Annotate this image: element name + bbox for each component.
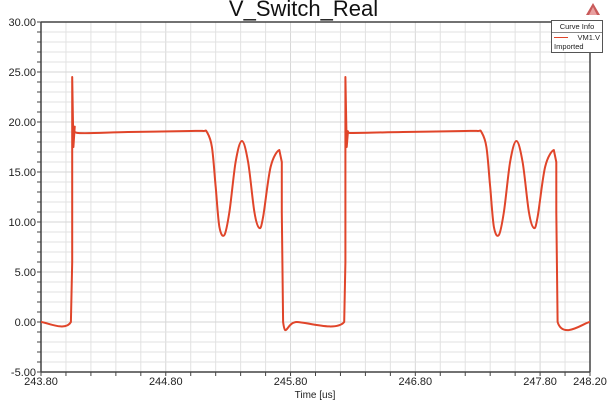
- series-vm1-v: [40, 76, 591, 332]
- axes: [40, 21, 591, 373]
- legend-subtitle: Imported: [554, 42, 584, 51]
- app-logo-icon: [586, 3, 600, 15]
- svg-text:-5.00: -5.00: [11, 367, 36, 379]
- legend-entry-label: VM1.V: [577, 33, 600, 42]
- svg-text:30.00: 30.00: [8, 17, 36, 29]
- legend-entry[interactable]: VM1.V: [552, 33, 602, 42]
- legend[interactable]: Curve Info VM1.V Imported: [551, 20, 603, 53]
- svg-text:244.80: 244.80: [149, 376, 183, 388]
- x-axis-label: Time [us]: [295, 390, 336, 400]
- svg-text:10.00: 10.00: [8, 217, 36, 229]
- svg-text:5.00: 5.00: [15, 267, 36, 279]
- grid-lines: [40, 21, 591, 373]
- svg-text:246.80: 246.80: [398, 376, 432, 388]
- svg-text:245.80: 245.80: [274, 376, 308, 388]
- svg-text:247.80: 247.80: [523, 376, 557, 388]
- legend-swatch: [554, 36, 568, 39]
- svg-text:20.00: 20.00: [8, 117, 36, 129]
- axis-ticks: [37, 21, 591, 376]
- chart-title: V_Switch_Real: [228, 0, 379, 21]
- svg-text:248.20: 248.20: [573, 376, 607, 388]
- svg-text:25.00: 25.00: [8, 67, 36, 79]
- tick-labels: 30.0025.0020.0015.0010.005.000.00-5.0024…: [8, 17, 606, 388]
- svg-text:0.00: 0.00: [15, 317, 36, 329]
- svg-text:15.00: 15.00: [8, 167, 36, 179]
- svg-text:243.80: 243.80: [24, 376, 58, 388]
- legend-title: Curve Info: [552, 21, 602, 33]
